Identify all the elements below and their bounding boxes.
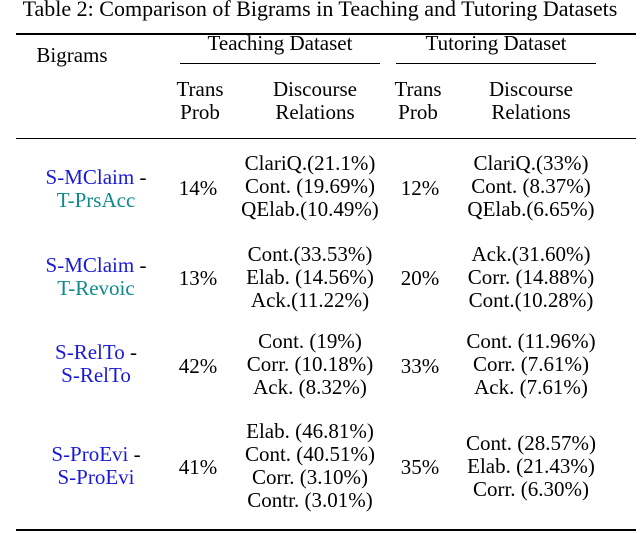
tutoring-discourse-relations: ClariQ.(33%) Cont. (8.37%) QElab.(6.65%)	[467, 151, 595, 221]
tutoring-trans-prob: 35%	[400, 455, 440, 479]
bigram-second: S-RelTo	[61, 363, 131, 387]
tutoring-discourse-relations: Cont. (28.57%) Elab. (21.43%) Corr. (6.3…	[465, 431, 597, 501]
tutoring-trans-prob: 33%	[400, 354, 440, 378]
tutoring-trans-prob: 12%	[400, 176, 440, 200]
bigram-second: S-ProEvi	[57, 465, 135, 489]
teaching-trans-prob-header: Trans Prob	[176, 77, 224, 124]
teaching-trans-prob: 14%	[178, 176, 218, 200]
header-rule	[16, 138, 636, 140]
tutoring-trans-prob: 20%	[400, 266, 440, 290]
bigrams-header: Bigrams	[36, 43, 108, 67]
tutoring-discourse-header: Discourse Relations	[489, 77, 573, 124]
teaching-discourse-header: Discourse Relations	[273, 77, 357, 124]
bigram-cell: S-ProEvi - S-ProEvi	[16, 443, 176, 489]
bigram-cell: S-MClaim - T-PrsAcc	[16, 166, 176, 212]
bigram-first: S-RelTo -	[55, 340, 137, 364]
bigram-cell: S-MClaim - T-Revoic	[16, 254, 176, 300]
bottom-rule	[16, 529, 636, 531]
bigram-first: S-MClaim -	[45, 253, 147, 277]
tutoring-dataset-header: Tutoring Dataset	[425, 31, 567, 55]
teaching-discourse-relations: Cont. (19%) Corr. (10.18%) Ack. (8.32%)	[246, 329, 374, 399]
tutoring-discourse-relations: Ack.(31.60%) Corr. (14.88%) Cont.(10.28%…	[467, 242, 595, 312]
top-rule	[16, 33, 636, 35]
teaching-trans-prob: 42%	[178, 354, 218, 378]
teaching-discourse-relations: Cont.(33.53%) Elab. (14.56%) Ack.(11.22%…	[246, 242, 374, 312]
bigram-first: S-ProEvi -	[51, 442, 141, 466]
bigram-first: S-MClaim -	[45, 165, 147, 189]
tutoring-group-rule	[396, 63, 596, 65]
tutoring-trans-prob-header: Trans Prob	[394, 77, 442, 124]
teaching-trans-prob: 41%	[178, 455, 218, 479]
teaching-trans-prob: 13%	[178, 266, 218, 290]
teaching-discourse-relations: ClariQ.(21.1%) Cont. (19.69%) QElab.(10.…	[241, 151, 379, 221]
bigram-cell: S-RelTo - S-RelTo	[16, 341, 176, 387]
teaching-dataset-header: Teaching Dataset	[207, 31, 353, 55]
bigram-second: T-PrsAcc	[56, 188, 136, 212]
tutoring-discourse-relations: Cont. (11.96%) Corr. (7.61%) Ack. (7.61%…	[466, 329, 596, 399]
teaching-discourse-relations: Elab. (46.81%) Cont. (40.51%) Corr. (3.1…	[244, 419, 376, 512]
teaching-group-rule	[180, 63, 380, 65]
bigram-second: T-Revoic	[57, 276, 135, 300]
table-caption: Table 2: Comparison of Bigrams in Teachi…	[22, 0, 618, 21]
